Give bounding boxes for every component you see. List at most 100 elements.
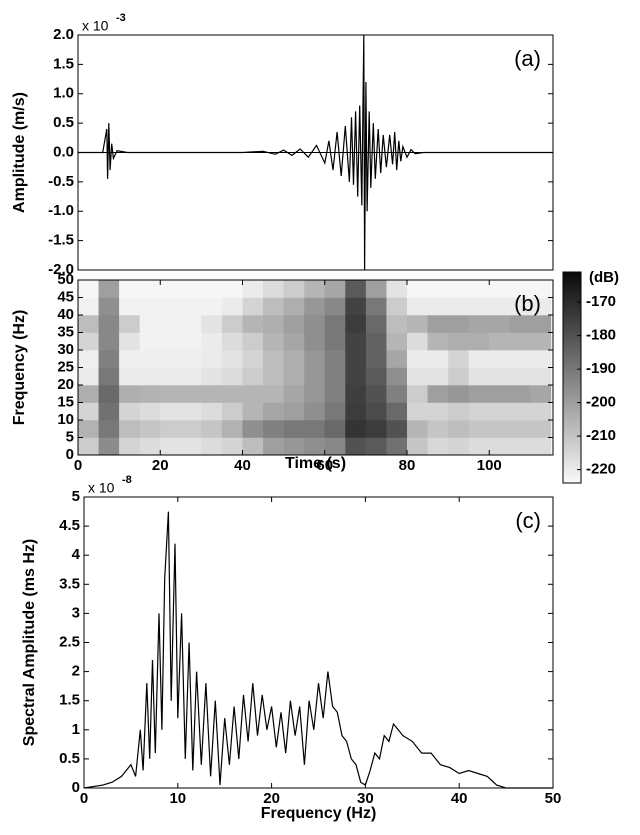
heat-cell (201, 420, 223, 438)
colorbar-step (563, 356, 581, 361)
heat-cell (221, 315, 243, 333)
heat-cell (530, 367, 552, 386)
heat-cell (468, 367, 490, 386)
heat-cell (427, 367, 449, 386)
heat-cell (98, 437, 120, 456)
heat-cell (119, 367, 140, 386)
heat-cell (180, 280, 202, 298)
heat-cell (139, 402, 161, 421)
heat-cell (448, 315, 469, 333)
heat-cell (489, 350, 511, 368)
heat-cell (242, 367, 264, 386)
heat-cell (509, 420, 531, 438)
heat-cell (139, 437, 161, 456)
heat-cell (263, 402, 284, 421)
y-tick-label: -2.0 (48, 261, 74, 278)
heat-cell (160, 280, 182, 298)
x-tick-label: 50 (545, 790, 562, 807)
colorbar-frame (562, 271, 582, 484)
colorbar-step (563, 324, 581, 329)
colorbar-step (563, 451, 581, 456)
y-axis-label: Spectral Amplitude (ms Hz) (21, 539, 38, 746)
heat-cell (345, 280, 367, 298)
heat-cell (201, 297, 223, 316)
heat-cell (448, 297, 469, 316)
y-tick-label: 40 (57, 306, 74, 323)
heat-cell (448, 437, 469, 456)
heat-cell (324, 280, 346, 298)
heat-cell (530, 332, 552, 351)
heat-cell (427, 332, 449, 351)
heat-cell (180, 402, 202, 421)
heat-cell (448, 420, 469, 438)
heat-cell (509, 332, 531, 351)
colorbar-step (563, 345, 581, 350)
colorbar-step (563, 416, 581, 421)
heat-cell (283, 297, 305, 316)
heat-cell (98, 297, 120, 316)
heat-cell (468, 315, 490, 333)
panel-label: (c) (515, 508, 541, 533)
heat-cell (283, 280, 305, 298)
y-tick-label: 1.0 (53, 85, 74, 102)
heat-cell (448, 280, 469, 298)
heat-cell (407, 385, 428, 403)
heat-cell (160, 367, 182, 386)
y-tick-label: 15 (57, 393, 74, 410)
heat-cell (283, 437, 305, 456)
heat-cell (221, 332, 243, 351)
heat-cell (489, 280, 511, 298)
colorbar-tick-label: -200 (586, 394, 616, 411)
x-tick-label: 80 (399, 457, 416, 474)
y-tick-label: 5 (72, 488, 80, 505)
heat-cell (530, 437, 552, 456)
colorbar-step (563, 433, 581, 438)
heat-cell (386, 420, 408, 438)
heat-cell (201, 385, 223, 403)
heat-cell (78, 367, 99, 386)
colorbar-step (563, 363, 581, 368)
y-tick-label: 50 (57, 271, 74, 288)
heat-cell (160, 350, 182, 368)
colorbar-step (563, 447, 581, 452)
heat-cell (468, 420, 490, 438)
heat-cell (221, 367, 243, 386)
heat-cell (345, 420, 367, 438)
heat-cell (139, 350, 161, 368)
heat-cell (201, 402, 223, 421)
heat-cell (345, 315, 367, 333)
colorbar-step (563, 293, 581, 298)
colorbar-step (563, 419, 581, 424)
heat-cell (263, 385, 284, 403)
y-tick-label: 35 (57, 323, 74, 340)
heat-cell (139, 280, 161, 298)
heat-cell (509, 297, 531, 316)
heat-cell (386, 385, 408, 403)
y-tick-label: 0.5 (53, 114, 74, 131)
colorbar-step (563, 282, 581, 287)
heat-cell (489, 385, 511, 403)
colorbar-step (563, 454, 581, 459)
heat-cell (386, 350, 408, 368)
heat-cell (324, 350, 346, 368)
y-tick-label: 2.5 (59, 633, 80, 650)
heat-cell (242, 315, 264, 333)
colorbar-step (563, 381, 581, 386)
heat-cell (448, 385, 469, 403)
colorbar-step (563, 331, 581, 336)
heat-cell (489, 402, 511, 421)
colorbar-label: (dB) (589, 269, 619, 286)
heat-cell (263, 315, 284, 333)
heat-cell (345, 402, 367, 421)
heat-cell (407, 280, 428, 298)
heat-cell (365, 297, 387, 316)
heat-cell (98, 402, 120, 421)
y-tick-label: 30 (57, 341, 74, 358)
y-tick-label: 1.5 (59, 692, 80, 709)
heat-cell (201, 367, 223, 386)
heat-cell (489, 315, 511, 333)
heat-cell (489, 297, 511, 316)
heat-cell (221, 385, 243, 403)
heat-cell (304, 280, 326, 298)
heat-cell (78, 332, 99, 351)
